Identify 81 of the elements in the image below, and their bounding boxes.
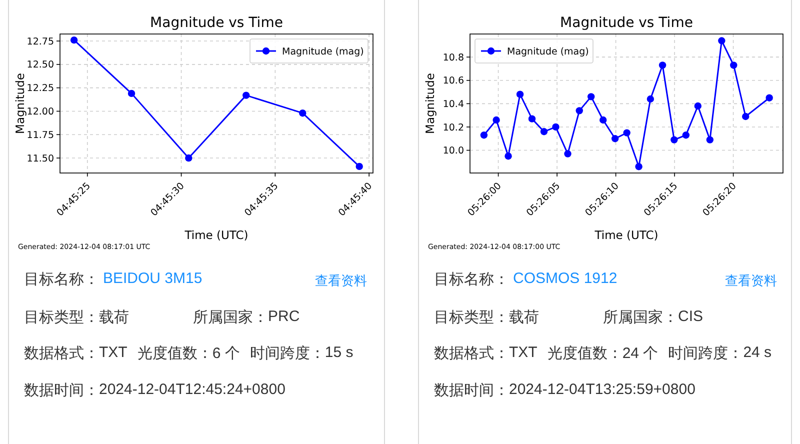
y-tick-label: 10.4 [442, 99, 464, 110]
text: 载荷 [509, 308, 540, 327]
text: 数据时间： [434, 381, 509, 400]
point [623, 129, 630, 136]
x-axis-title: Time (UTC) [184, 228, 248, 242]
point [70, 36, 78, 44]
text: 光度值数： [547, 344, 622, 363]
point [516, 90, 524, 98]
text: 2024-12-04T13:25:59+0800 [509, 381, 696, 398]
point [504, 152, 512, 160]
point [492, 116, 500, 124]
point [356, 162, 363, 170]
point [564, 150, 572, 158]
point [242, 92, 250, 99]
point [670, 136, 678, 144]
y-axis-title: Magnitude [423, 73, 437, 134]
text: 查看资料 [725, 272, 777, 290]
point [682, 132, 690, 139]
text: CIS [678, 308, 704, 325]
text: 时间跨度： [668, 344, 744, 363]
point [600, 116, 607, 124]
text: 光度值数： [137, 344, 212, 363]
text: 24 个 [622, 344, 658, 363]
chart-title: Magnitude vs Time [150, 15, 283, 31]
y-tick-label: 12.25 [26, 83, 54, 94]
y-tick-label: 10.2 [442, 122, 464, 134]
text: 查看资料 [315, 272, 367, 290]
point [128, 90, 136, 98]
text: 目标名称： [434, 270, 509, 289]
point [730, 62, 738, 69]
text: 数据格式： [24, 344, 99, 363]
x-axis-title: Time (UTC) [594, 228, 658, 242]
text: 目标类型： [24, 308, 99, 327]
point [635, 162, 642, 170]
text: 数据时间： [24, 381, 99, 400]
y-tick-label: 11.50 [26, 153, 54, 164]
y-tick-label: 12.00 [26, 106, 54, 118]
point [540, 128, 548, 136]
y-tick-label: 10.0 [442, 146, 464, 157]
point [718, 37, 726, 44]
text: 2024-12-04T12:45:24+0800 [99, 381, 286, 398]
legend-label: Magnitude (mag) [507, 46, 589, 58]
text: PRC [268, 308, 300, 325]
y-axis-title: Magnitude [13, 73, 27, 134]
chart-title: Magnitude vs Time [560, 15, 693, 31]
text: 目标名称： [24, 270, 99, 289]
y-tick-label: 12.75 [26, 36, 54, 48]
point [576, 107, 583, 114]
point [766, 94, 773, 102]
text: 时间跨度： [250, 344, 325, 363]
text: 载荷 [99, 308, 130, 327]
y-tick-label: 10.6 [442, 76, 464, 87]
point [552, 123, 560, 131]
text: 数据格式： [434, 344, 509, 363]
point [480, 132, 488, 139]
point [742, 112, 750, 120]
text: 所属国家： [193, 308, 268, 327]
legend: Magnitude (mag) [250, 38, 368, 64]
text: TXT [99, 344, 128, 361]
point [299, 109, 306, 117]
legend: Magnitude (mag) [474, 38, 594, 64]
text: TXT [509, 344, 538, 361]
point [611, 135, 619, 142]
text: 15 s [324, 344, 354, 361]
legend-label: Magnitude (mag) [282, 46, 364, 58]
text: 目标类型： [434, 308, 509, 327]
text: 24 s [743, 344, 772, 361]
y-tick-label: 10.8 [442, 52, 464, 64]
text: 6 个 [212, 344, 240, 363]
point [658, 62, 666, 69]
point [646, 95, 654, 103]
y-tick-label: 11.75 [26, 130, 54, 141]
point [706, 136, 714, 144]
point [185, 154, 192, 162]
text: BEIDOU 3M15 [103, 270, 202, 287]
point [528, 115, 536, 122]
point [694, 102, 702, 110]
text: COSMOS 1912 [513, 270, 618, 287]
point [587, 93, 595, 100]
y-tick-label: 12.50 [26, 60, 54, 71]
text: 所属国家： [603, 308, 678, 327]
